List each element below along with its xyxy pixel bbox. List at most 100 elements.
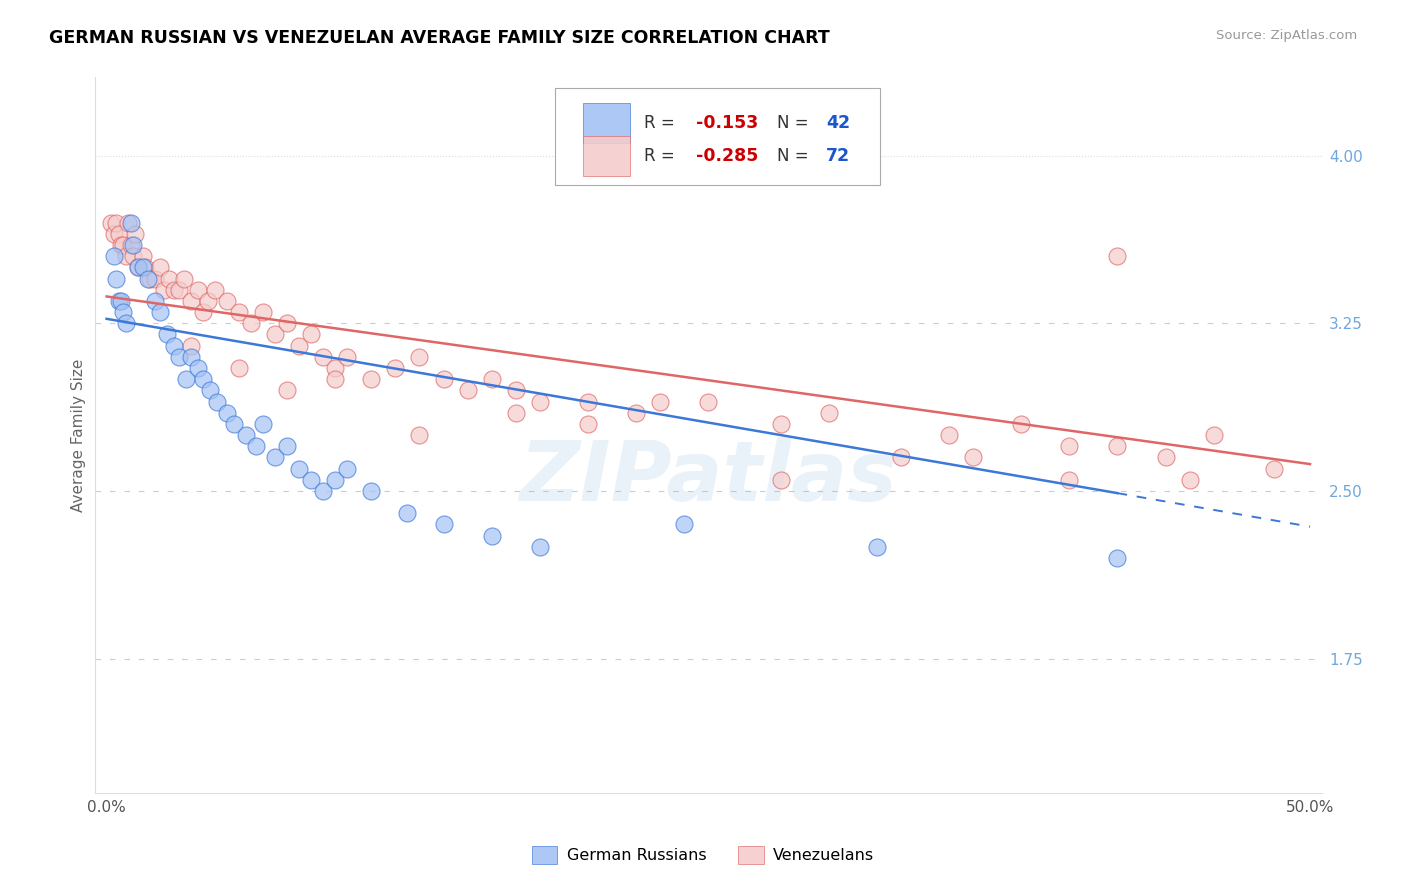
Point	[1010, 417, 1032, 431]
Point	[769, 417, 792, 431]
Point	[204, 283, 226, 297]
Point	[198, 384, 221, 398]
Text: -0.153: -0.153	[696, 114, 758, 132]
Text: -0.285: -0.285	[696, 147, 758, 165]
Point	[148, 305, 170, 319]
Point	[1178, 473, 1201, 487]
Point	[505, 384, 527, 398]
Point	[103, 249, 125, 263]
Point	[276, 316, 298, 330]
Point	[360, 483, 382, 498]
Point	[163, 338, 186, 352]
Point	[769, 473, 792, 487]
Point	[167, 350, 190, 364]
Point	[576, 417, 599, 431]
Legend: German Russians, Venezuelans: German Russians, Venezuelans	[524, 839, 882, 871]
Point	[120, 238, 142, 252]
Point	[136, 271, 159, 285]
Point	[481, 372, 503, 386]
Point	[107, 293, 129, 308]
Point	[323, 372, 346, 386]
Y-axis label: Average Family Size: Average Family Size	[72, 359, 86, 512]
Point	[112, 305, 135, 319]
Point	[673, 517, 696, 532]
Text: 42: 42	[827, 114, 851, 132]
Point	[817, 406, 839, 420]
Point	[112, 238, 135, 252]
Point	[240, 316, 263, 330]
Point	[132, 260, 155, 275]
Point	[163, 283, 186, 297]
Point	[134, 260, 156, 275]
Point	[938, 428, 960, 442]
Text: Source: ZipAtlas.com: Source: ZipAtlas.com	[1216, 29, 1357, 42]
Point	[962, 450, 984, 465]
FancyBboxPatch shape	[583, 136, 630, 176]
Point	[890, 450, 912, 465]
Point	[336, 350, 359, 364]
Point	[1059, 439, 1081, 453]
Point	[264, 327, 287, 342]
Point	[312, 483, 335, 498]
Point	[139, 271, 162, 285]
FancyBboxPatch shape	[555, 88, 880, 185]
Point	[115, 316, 138, 330]
Point	[224, 417, 246, 431]
Point	[252, 305, 274, 319]
Point	[323, 473, 346, 487]
Point	[148, 260, 170, 275]
Point	[1202, 428, 1225, 442]
Point	[127, 260, 149, 275]
Point	[191, 372, 214, 386]
Point	[228, 361, 250, 376]
Point	[396, 506, 419, 520]
Point	[323, 361, 346, 376]
Point	[156, 327, 179, 342]
Text: 72: 72	[827, 147, 851, 165]
Point	[117, 216, 139, 230]
Point	[1059, 473, 1081, 487]
Point	[697, 394, 720, 409]
Text: R =: R =	[644, 114, 675, 132]
Point	[157, 271, 180, 285]
Point	[191, 305, 214, 319]
Point	[505, 406, 527, 420]
Point	[143, 293, 166, 308]
Point	[529, 540, 551, 554]
Point	[1107, 439, 1129, 453]
Point	[288, 461, 311, 475]
Point	[174, 372, 197, 386]
Point	[408, 428, 430, 442]
Point	[122, 238, 145, 252]
Point	[105, 271, 128, 285]
Point	[650, 394, 672, 409]
Point	[1107, 551, 1129, 566]
Point	[215, 406, 238, 420]
Point	[103, 227, 125, 241]
Point	[120, 216, 142, 230]
Point	[276, 439, 298, 453]
Point	[187, 283, 209, 297]
Point	[336, 461, 359, 475]
Point	[153, 283, 176, 297]
Point	[432, 372, 454, 386]
Point	[624, 406, 647, 420]
Point	[122, 249, 145, 263]
Point	[1263, 461, 1285, 475]
Point	[481, 528, 503, 542]
Point	[180, 350, 202, 364]
Point	[299, 473, 322, 487]
Point	[457, 384, 479, 398]
Point	[288, 338, 311, 352]
Point	[173, 271, 195, 285]
Point	[264, 450, 287, 465]
Point	[384, 361, 406, 376]
Point	[107, 227, 129, 241]
Text: N =: N =	[778, 114, 808, 132]
Point	[252, 417, 274, 431]
Point	[127, 260, 149, 275]
Point	[207, 394, 229, 409]
Point	[360, 372, 382, 386]
Point	[299, 327, 322, 342]
Point	[408, 350, 430, 364]
